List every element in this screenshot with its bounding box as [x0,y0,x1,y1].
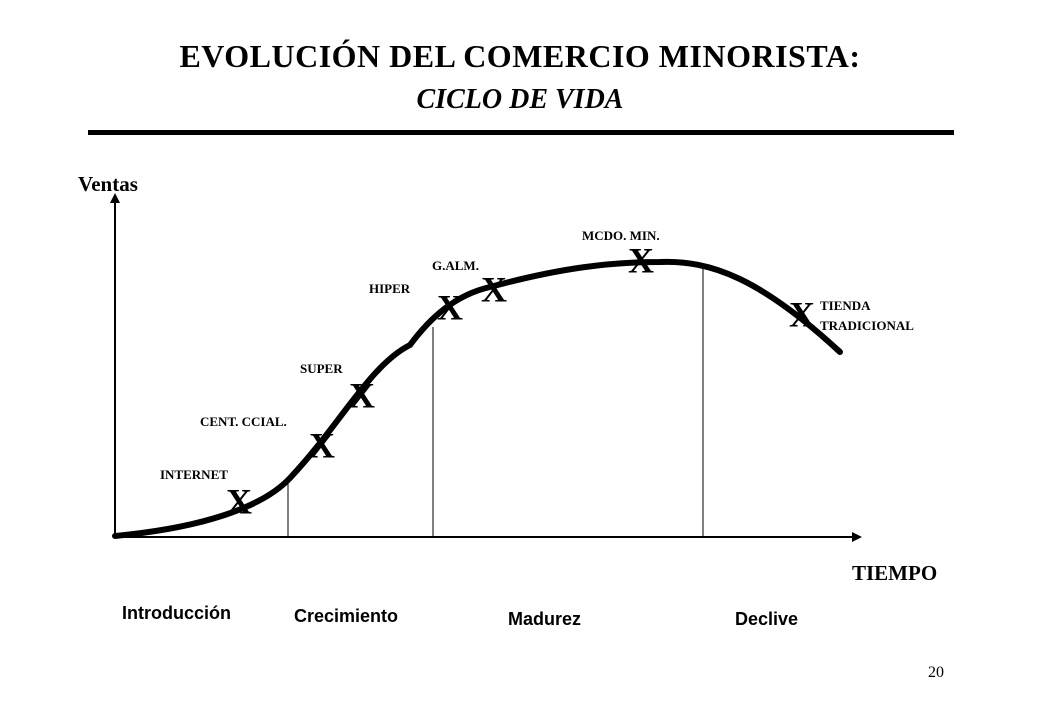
stage-label-crecimiento: Crecimiento [294,606,399,626]
marker-mercado-minorista: X [628,240,654,280]
page-number: 20 [928,664,944,681]
marker-super: X [349,375,375,415]
format-label-tradicional-line: TRADICIONAL [820,318,914,333]
stage-label-declive: Declive [735,609,799,629]
format-label-grandes-almacenes: G.ALM. [432,258,479,273]
format-label-internet: INTERNET [160,467,228,482]
format-label-tienda-line: TIENDA [820,298,871,313]
format-label-super: SUPER [300,361,343,376]
format-label-mercado-minorista: MCDO. MIN. [582,228,660,243]
title-divider [88,130,954,135]
stage-label-introduccion: Introducción [122,603,231,623]
format-label-tienda-tradicional: TIENDA TRADICIONAL [820,298,914,333]
stage-label-madurez: Madurez [508,609,582,629]
marker-centro-comercial: X [309,425,335,465]
marker-tienda-tradicional: X [789,294,815,334]
format-label-hiper: HIPER [369,281,411,296]
y-axis-label: Ventas [78,172,138,196]
slide-title: EVOLUCIÓN DEL COMERCIO MINORISTA: [179,38,861,74]
marker-internet: X [226,481,252,521]
life-cycle-curve [112,258,843,539]
marker-hiper: X [437,287,463,327]
marker-grandes-almacenes: X [481,269,507,309]
slide-subtitle: CICLO DE VIDA [416,84,624,115]
format-label-centro-comercial: CENT. CCIAL. [200,414,287,429]
x-axis-label: TIEMPO [852,561,938,585]
